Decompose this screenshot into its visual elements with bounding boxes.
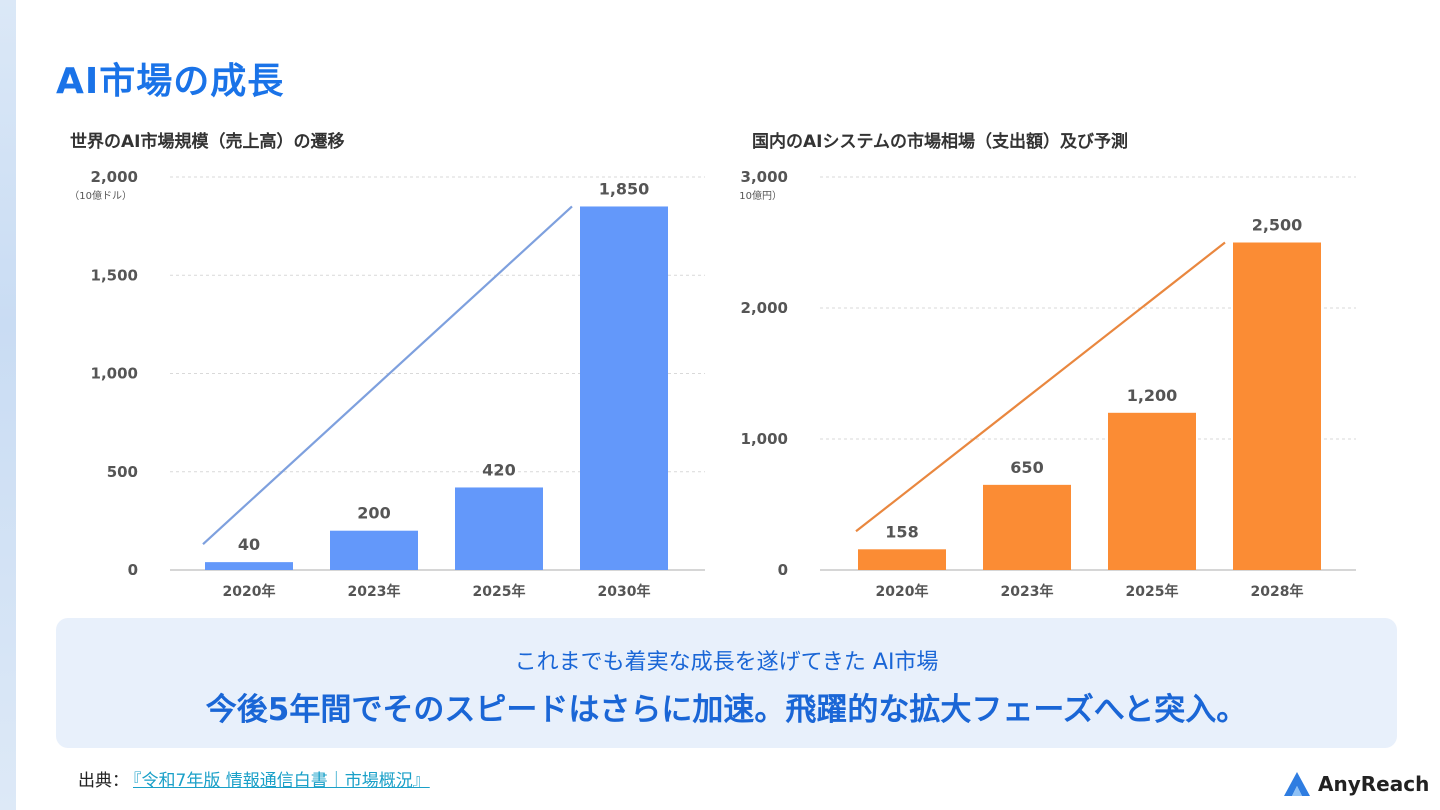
x-tick-label: 2028年: [1251, 583, 1304, 600]
data-label: 1,200: [1127, 386, 1178, 405]
anyreach-logo-icon: [1284, 772, 1310, 796]
data-label: 650: [1010, 458, 1043, 477]
page-title: AI市場の成長: [56, 61, 285, 102]
source-link[interactable]: 『令和7年版 情報通信白書｜市場概況』: [133, 771, 430, 791]
anyreach-logo: AnyReach: [1282, 770, 1429, 798]
bar-2030年: [580, 206, 668, 570]
x-tick-label: 2030年: [598, 583, 651, 600]
bar-2025年: [455, 487, 543, 570]
chart-title-domestic: 国内のAIシステムの市場相場（支出額）及び予測: [752, 132, 1128, 152]
trend-line: [202, 205, 573, 545]
data-label: 40: [238, 535, 260, 554]
bar-2023年: [330, 530, 418, 570]
x-tick-label: 2025年: [473, 583, 526, 600]
x-tick-label: 2020年: [876, 583, 929, 600]
y-axis-unit: （10億ドル）: [69, 189, 132, 202]
y-tick-label: 1,500: [91, 266, 138, 284]
bar-2025年: [1108, 412, 1196, 570]
x-tick-label: 2020年: [223, 583, 276, 600]
x-tick-label: 2023年: [348, 583, 401, 600]
logo-text: AnyReach: [1318, 772, 1430, 796]
x-tick-label: 2023年: [1001, 583, 1054, 600]
summary-line-2: 今後5年間でそのスピードはさらに加速。飛躍的な拡大フェーズへと突入。: [205, 692, 1248, 728]
summary-box: これまでも着実な成長を遂げてきた AI市場 今後5年間でそのスピードはさらに加速…: [56, 618, 1397, 748]
y-tick-label: 1,000: [741, 430, 788, 448]
y-tick-label: 500: [107, 463, 138, 481]
domestic-ai-market-chart: 0 1,000 2,000 3,000 （10億円） 158 2020年 650 2023年 1,…: [740, 168, 1356, 600]
data-label: 200: [357, 504, 390, 523]
source-label: 出典：: [78, 771, 129, 791]
source-citation: 出典： 『令和7年版 情報通信白書｜市場概況』: [78, 766, 430, 791]
y-tick-label: 2,000: [741, 299, 788, 317]
summary-line-1: これまでも着実な成長を遂げてきた AI市場: [514, 650, 939, 675]
y-axis-unit: （10億円）: [740, 189, 782, 202]
y-tick-label: 0: [778, 561, 788, 579]
global-ai-market-chart: 0 500 1,000 1,500 2,000 （10億ドル） 40 2020年 200 2023…: [69, 168, 705, 600]
trend-line: [855, 241, 1226, 533]
y-tick-label: 2,000: [91, 168, 138, 186]
y-tick-label: 1,000: [91, 365, 138, 383]
bar-2023年: [983, 484, 1071, 570]
data-label: 2,500: [1252, 216, 1303, 235]
y-tick-label: 3,000: [741, 168, 788, 186]
y-tick-label: 0: [128, 561, 138, 579]
data-label: 158: [885, 522, 918, 541]
chart-title-global: 世界のAI市場規模（売上高）の遷移: [70, 132, 345, 152]
data-label: 1,850: [599, 179, 650, 198]
bar-2020年: [858, 549, 946, 570]
x-tick-label: 2025年: [1126, 583, 1179, 600]
data-label: 420: [482, 460, 515, 479]
bar-2028年: [1233, 242, 1321, 570]
bar-2020年: [205, 562, 293, 570]
left-edge-decoration: [0, 0, 16, 810]
